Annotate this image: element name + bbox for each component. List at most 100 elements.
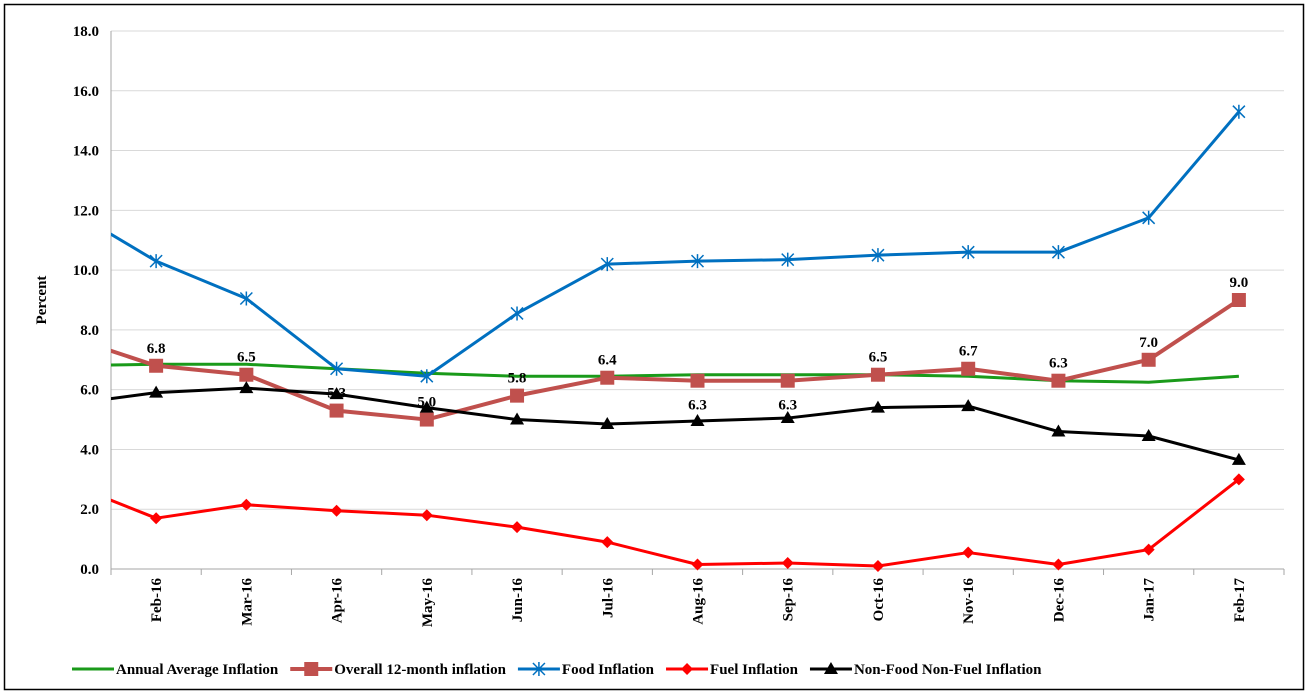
marker bbox=[532, 662, 546, 676]
marker bbox=[149, 358, 164, 373]
marker bbox=[330, 361, 344, 376]
marker bbox=[239, 291, 253, 306]
series-line bbox=[111, 478, 1240, 568]
data-label: 6.3 bbox=[778, 398, 797, 414]
marker bbox=[961, 245, 975, 260]
marker bbox=[149, 385, 164, 398]
legend-label: Fuel Inflation bbox=[710, 662, 799, 678]
marker bbox=[510, 306, 524, 321]
data-label: 6.4 bbox=[598, 353, 617, 369]
marker bbox=[149, 254, 163, 269]
data-label: 5.3 bbox=[327, 386, 346, 402]
x-tick-label: Mar-16 bbox=[239, 578, 255, 626]
marker bbox=[780, 411, 795, 424]
marker bbox=[1052, 558, 1065, 571]
x-tick-label: May-16 bbox=[420, 578, 436, 628]
marker bbox=[1232, 473, 1245, 486]
marker bbox=[510, 388, 525, 403]
marker bbox=[601, 536, 614, 549]
y-tick-label: 6.0 bbox=[80, 383, 99, 399]
marker bbox=[961, 361, 976, 376]
marker bbox=[781, 557, 794, 570]
y-tick-label: 16.0 bbox=[73, 84, 99, 100]
marker bbox=[240, 498, 253, 511]
marker bbox=[511, 521, 524, 534]
series-line bbox=[111, 298, 1240, 422]
x-tick-label: Apr-16 bbox=[330, 578, 346, 624]
marker bbox=[600, 370, 615, 385]
x-tick-label: Feb-17 bbox=[1232, 578, 1248, 623]
marker bbox=[962, 546, 975, 559]
marker bbox=[1142, 543, 1155, 556]
marker bbox=[239, 381, 254, 394]
marker bbox=[150, 512, 163, 525]
marker bbox=[1141, 428, 1156, 441]
data-label: 6.3 bbox=[1049, 356, 1068, 372]
marker bbox=[419, 412, 434, 427]
marker bbox=[690, 373, 705, 388]
marker bbox=[681, 663, 694, 675]
marker bbox=[1231, 293, 1246, 307]
marker bbox=[691, 558, 704, 571]
legend-label: Non-Food Non-Fuel Inflation bbox=[854, 662, 1042, 678]
x-tick-label: Aug-16 bbox=[691, 578, 707, 625]
data-label: 6.5 bbox=[237, 350, 256, 366]
marker bbox=[419, 400, 434, 413]
marker bbox=[329, 387, 344, 400]
x-tick-label: Jul-16 bbox=[600, 578, 616, 619]
chart-border bbox=[3, 3, 1305, 691]
legend-label: Overall 12-month inflation bbox=[334, 662, 506, 678]
marker bbox=[304, 662, 319, 676]
data-label: 6.5 bbox=[869, 350, 888, 366]
x-tick-label: Sep-16 bbox=[781, 578, 797, 622]
data-label: 6.3 bbox=[688, 398, 707, 414]
y-tick-label: 18.0 bbox=[73, 24, 99, 40]
marker bbox=[871, 248, 885, 263]
y-axis-title: Percent bbox=[34, 276, 50, 325]
marker bbox=[239, 367, 254, 382]
marker bbox=[780, 373, 795, 388]
marker bbox=[870, 367, 885, 382]
marker bbox=[871, 560, 884, 573]
marker bbox=[690, 414, 705, 427]
marker bbox=[1231, 452, 1246, 465]
x-tick-label: Jun-16 bbox=[510, 578, 526, 623]
marker bbox=[781, 252, 795, 267]
x-tick-label: Oct-16 bbox=[871, 578, 887, 622]
y-tick-label: 10.0 bbox=[73, 263, 99, 279]
legend-label: Annual Average Inflation bbox=[116, 662, 279, 678]
data-label: 6.7 bbox=[959, 344, 978, 360]
marker bbox=[961, 399, 976, 412]
marker bbox=[330, 504, 343, 517]
marker bbox=[823, 662, 838, 674]
x-tick-label: Dec-16 bbox=[1051, 578, 1067, 623]
marker bbox=[420, 509, 433, 522]
marker bbox=[510, 412, 525, 425]
data-label: 6.8 bbox=[147, 341, 166, 357]
marker bbox=[600, 257, 614, 272]
marker bbox=[690, 254, 705, 269]
data-label: 9.0 bbox=[1230, 275, 1249, 291]
y-tick-label: 14.0 bbox=[73, 144, 99, 160]
y-tick-label: 12.0 bbox=[73, 203, 99, 219]
x-tick-label: Nov-16 bbox=[961, 578, 977, 624]
series-line bbox=[111, 110, 1241, 378]
y-tick-label: 4.0 bbox=[80, 442, 99, 458]
marker bbox=[1141, 352, 1156, 367]
marker bbox=[1051, 424, 1066, 437]
y-tick-label: 2.0 bbox=[80, 502, 99, 518]
marker bbox=[420, 369, 434, 384]
data-label: 5.8 bbox=[508, 371, 527, 387]
marker bbox=[1051, 245, 1065, 260]
marker bbox=[870, 400, 885, 413]
marker bbox=[329, 403, 344, 418]
x-tick-label: Jan-17 bbox=[1142, 578, 1158, 622]
y-tick-label: 8.0 bbox=[80, 323, 99, 339]
x-tick-label: Feb-16 bbox=[149, 578, 165, 623]
marker bbox=[1142, 210, 1156, 225]
marker bbox=[1232, 104, 1246, 119]
series-line bbox=[111, 386, 1240, 462]
legend-label: Food Inflation bbox=[562, 662, 655, 678]
marker bbox=[600, 417, 615, 430]
